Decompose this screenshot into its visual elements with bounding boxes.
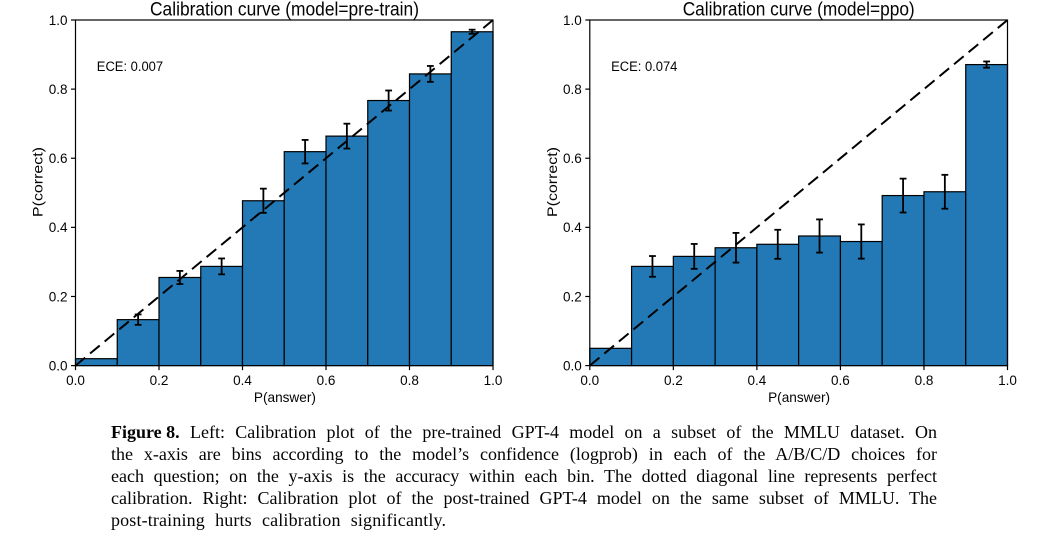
svg-text:0.4: 0.4 [747, 373, 766, 388]
svg-text:0.2: 0.2 [664, 373, 683, 388]
svg-text:0.4: 0.4 [563, 220, 582, 235]
svg-text:0.2: 0.2 [563, 289, 582, 304]
svg-text:0.6: 0.6 [49, 151, 68, 166]
svg-text:0.6: 0.6 [563, 151, 582, 166]
svg-text:0.8: 0.8 [400, 373, 419, 388]
svg-text:1.0: 1.0 [49, 13, 68, 28]
svg-text:ECE: 0.074: ECE: 0.074 [611, 59, 678, 74]
svg-text:0.0: 0.0 [66, 373, 85, 388]
svg-text:0.6: 0.6 [317, 373, 336, 388]
svg-text:0.6: 0.6 [831, 373, 850, 388]
svg-text:1.0: 1.0 [484, 373, 503, 388]
svg-text:P(correct): P(correct) [544, 147, 560, 217]
svg-text:0.2: 0.2 [49, 289, 68, 304]
svg-text:0.0: 0.0 [580, 373, 599, 388]
svg-text:0.2: 0.2 [150, 373, 169, 388]
svg-text:0.4: 0.4 [49, 220, 68, 235]
svg-text:1.0: 1.0 [998, 373, 1017, 388]
svg-text:0.4: 0.4 [233, 373, 252, 388]
svg-text:P(correct): P(correct) [30, 147, 46, 217]
svg-text:0.8: 0.8 [915, 373, 934, 388]
svg-text:P(answer): P(answer) [254, 389, 316, 405]
svg-text:0.0: 0.0 [49, 358, 68, 373]
svg-text:1.0: 1.0 [563, 13, 582, 28]
svg-text:Calibration curve (model=ppo): Calibration curve (model=ppo) [683, 0, 915, 21]
svg-text:Calibration curve (model=pre-t: Calibration curve (model=pre-train) [150, 0, 419, 21]
svg-text:ECE: 0.007: ECE: 0.007 [97, 59, 163, 74]
svg-text:P(answer): P(answer) [768, 389, 830, 405]
svg-text:0.8: 0.8 [563, 82, 582, 97]
svg-text:0.8: 0.8 [49, 82, 68, 97]
svg-text:0.0: 0.0 [563, 358, 582, 373]
